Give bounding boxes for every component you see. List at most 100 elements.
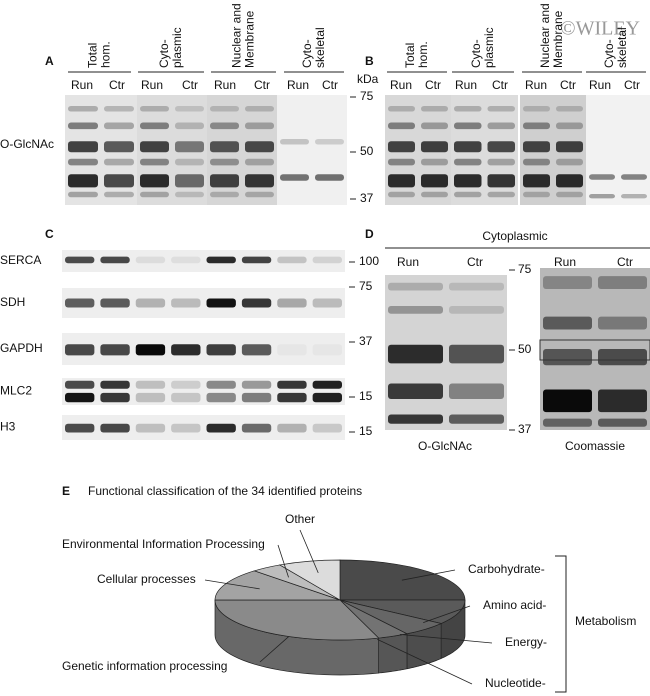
- group-label: Nuclear and: [230, 3, 244, 68]
- blot-band: [454, 174, 482, 188]
- blot-band: [171, 423, 201, 433]
- blot-band: [68, 158, 98, 166]
- blot-band: [312, 298, 342, 308]
- lane-label: Ctr: [254, 78, 270, 92]
- blot-band: [454, 122, 482, 130]
- watermark: ©WILEY: [560, 18, 640, 40]
- group-label: plasmic: [170, 27, 184, 68]
- marker-label: 15: [359, 389, 373, 403]
- lane-label: Run: [554, 255, 576, 269]
- blot-band: [65, 380, 95, 389]
- blot-band: [175, 141, 204, 153]
- blot-band: [140, 106, 169, 112]
- caption: Coomassie: [565, 439, 625, 453]
- blot-band: [206, 423, 236, 433]
- blot-band: [104, 106, 134, 112]
- blot-band: [454, 191, 482, 198]
- blot-band: [210, 106, 239, 112]
- blot-band: [621, 174, 647, 180]
- blot-band: [421, 191, 448, 198]
- blot-band: [421, 106, 448, 112]
- blot-band: [171, 392, 201, 403]
- blot-band: [598, 389, 647, 413]
- highlight-box: [539, 339, 650, 361]
- lane-label: Ctr: [425, 78, 441, 92]
- blot-band: [104, 141, 134, 153]
- leader-line: [377, 638, 473, 685]
- blot-band: [543, 316, 592, 330]
- blot-band: [523, 191, 550, 198]
- group-label: skeletal: [313, 27, 327, 68]
- lane-label: Ctr: [492, 78, 508, 92]
- blot-band: [241, 423, 272, 433]
- blot-band: [135, 380, 166, 389]
- group-label: Total: [86, 43, 100, 68]
- blot-band: [100, 423, 130, 433]
- blot-band: [140, 158, 169, 166]
- blot-band: [388, 282, 443, 291]
- blot-band: [210, 158, 239, 166]
- blot-band: [241, 256, 272, 264]
- blot-band: [312, 392, 342, 403]
- blot-band: [388, 106, 415, 112]
- group-label: hom.: [416, 41, 430, 68]
- blot-band: [523, 122, 550, 130]
- blot-band: [171, 298, 201, 308]
- leader-line: [401, 569, 456, 581]
- row-label: GAPDH: [0, 341, 43, 355]
- blot-band: [68, 122, 98, 130]
- blot-band: [140, 174, 169, 188]
- row-label: MLC2: [0, 384, 32, 398]
- blot-band: [100, 344, 130, 356]
- group-label: Total: [403, 43, 417, 68]
- row-label: SERCA: [0, 253, 41, 267]
- blot-band: [312, 380, 342, 389]
- blot-band: [171, 256, 201, 264]
- slice-label: Nucleotide-: [485, 676, 546, 690]
- leader-line: [204, 579, 260, 590]
- blot-band: [312, 344, 342, 356]
- blot-band: [175, 158, 204, 166]
- marker-label: 50: [518, 342, 532, 356]
- blot-band: [104, 158, 134, 166]
- pie-slice: [214, 599, 380, 641]
- group-label: skeletal: [615, 27, 629, 68]
- blot-band: [487, 141, 515, 153]
- blot-band: [280, 139, 309, 145]
- blot-band: [598, 276, 647, 290]
- metabolism-bracket: [555, 555, 567, 693]
- blot-band: [210, 122, 239, 130]
- blot-band: [556, 158, 583, 166]
- blot-band: [388, 158, 415, 166]
- blot-band: [598, 349, 647, 366]
- blot-band: [245, 174, 274, 188]
- lane-label: Run: [390, 78, 412, 92]
- group-label: hom.: [99, 41, 113, 68]
- blot-band: [245, 191, 274, 198]
- blot-band: [65, 392, 95, 403]
- blot-band: [315, 139, 344, 145]
- pie-slice: [339, 599, 466, 624]
- blot-band: [175, 174, 204, 188]
- blot-band: [598, 418, 647, 427]
- leader-line: [277, 544, 289, 578]
- group-label: Cyto-: [300, 39, 314, 68]
- slice-label: Cellular processes: [97, 572, 196, 586]
- lane-label: Ctr: [624, 78, 640, 92]
- blot-band: [135, 423, 166, 433]
- blot-band: [241, 392, 272, 403]
- blot-band: [388, 141, 415, 153]
- slice-label: Carbohydrate-: [468, 562, 545, 576]
- marker-label: 75: [518, 262, 532, 276]
- group-label: Cyto-: [602, 39, 616, 68]
- group-label: Cytoplasmic: [482, 229, 547, 243]
- blot-band: [206, 256, 236, 264]
- blot-band: [100, 256, 130, 264]
- blot-band: [104, 174, 134, 188]
- lane-label: Run: [71, 78, 93, 92]
- row-label: SDH: [0, 295, 25, 309]
- marker-label: 37: [359, 334, 373, 348]
- blot-background: [62, 250, 345, 272]
- blot-band: [65, 298, 95, 308]
